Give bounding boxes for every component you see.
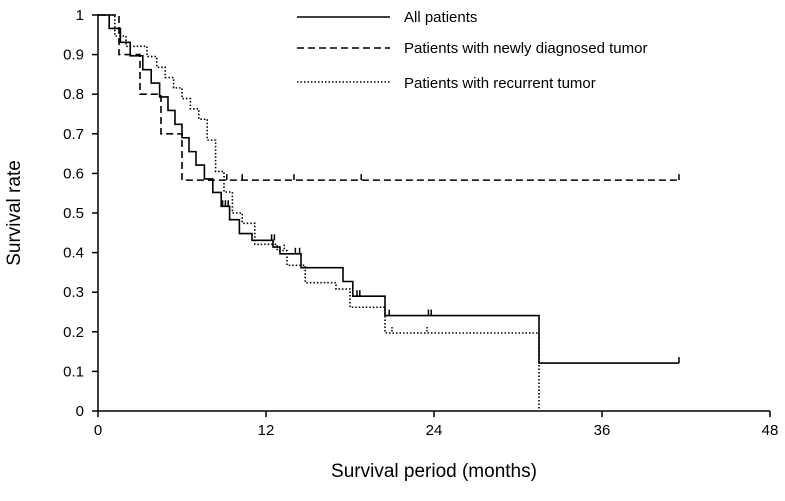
y-tick-label: 1 xyxy=(76,7,84,24)
y-tick-label: 0.2 xyxy=(63,324,84,341)
series-line-patients-with-newly-diagnosed-tumor xyxy=(98,14,679,181)
y-tick-label: 0 xyxy=(76,403,84,420)
y-tick-label: 0.7 xyxy=(63,126,84,143)
legend-label-newly-diagnosed: Patients with newly diagnosed tumor xyxy=(404,40,647,57)
y-tick-label: 0.9 xyxy=(63,47,84,64)
x-tick-label: 0 xyxy=(94,422,102,439)
axes: 0 12 24 36 48 0 0.1 0.2 0.3 0.4 0.5 0.6 0.7 0.8 0.9 1 xyxy=(63,7,778,439)
x-tick-label: 12 xyxy=(258,422,275,439)
x-axis-title: Survival period (months) xyxy=(331,461,537,482)
plot-area xyxy=(98,14,680,411)
legend-label-all-patients: All patients xyxy=(404,9,477,26)
series-line-all-patients xyxy=(98,14,679,364)
y-tick-label: 0.3 xyxy=(63,284,84,301)
y-tick-label: 0.1 xyxy=(63,363,84,380)
x-tick-label: 48 xyxy=(762,422,779,439)
x-ticks: 0 12 24 36 48 xyxy=(94,411,779,439)
x-tick-label: 36 xyxy=(594,422,611,439)
legend-label-recurrent: Patients with recurrent tumor xyxy=(404,75,596,92)
y-tick-label: 0.8 xyxy=(63,86,84,103)
y-ticks: 0 0.1 0.2 0.3 0.4 0.5 0.6 0.7 0.8 0.9 1 xyxy=(63,7,98,420)
y-tick-label: 0.5 xyxy=(63,205,84,222)
x-tick-label: 24 xyxy=(426,422,443,439)
legend: All patients Patients with newly diagnos… xyxy=(297,9,647,92)
series-line-patients-with-recurrent-tumor xyxy=(98,14,540,411)
y-tick-label: 0.6 xyxy=(63,165,84,182)
y-tick-label: 0.4 xyxy=(63,245,84,262)
y-axis-title: Survival rate xyxy=(4,160,25,266)
